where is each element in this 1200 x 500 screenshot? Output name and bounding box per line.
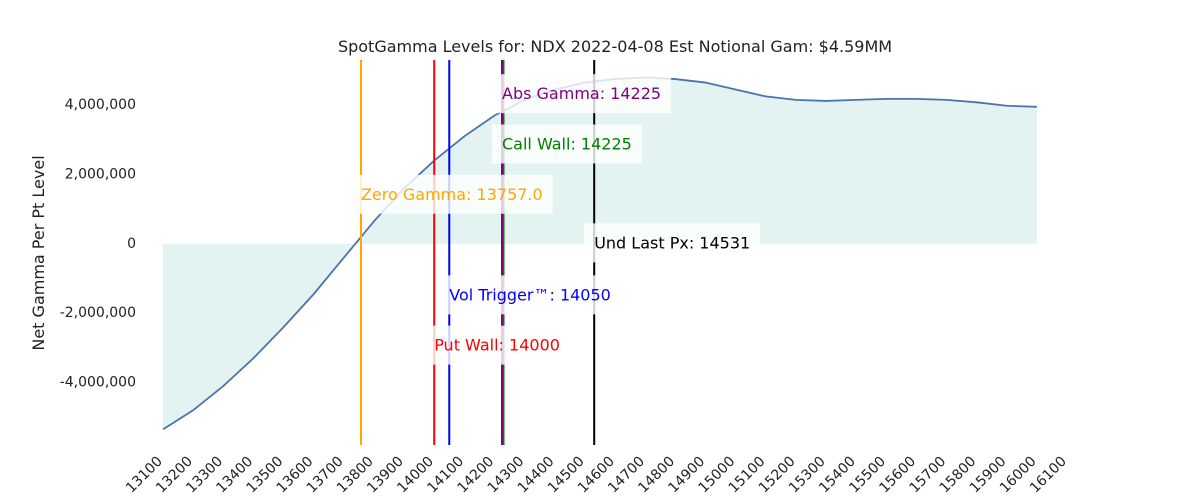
level-label-group: Vol Trigger™: 14050 (439, 275, 621, 315)
level-label-box (584, 223, 761, 263)
x-axis: 1310013200133001340013500136001370013800… (123, 454, 1070, 497)
level-label: Call Wall: 14225 (502, 134, 632, 153)
level-label-group: Call Wall: 14225 (492, 124, 642, 164)
level-labels: Zero Gamma: 13757.0 Put Wall: 14000 Vol Tr… (350, 74, 761, 365)
y-tick-label: -2,000,000 (60, 305, 136, 321)
area-fill (163, 77, 1037, 430)
y-tick-label: 0 (127, 236, 136, 252)
level-label-group: Put Wall: 14000 (424, 325, 570, 365)
level-lines (359, 60, 596, 445)
level-label: Zero Gamma: 13757.0 (361, 185, 543, 204)
level-label-box (350, 174, 553, 214)
y-axis-label: Net Gamma Per Pt Level (29, 155, 48, 350)
level-label: Abs Gamma: 14225 (502, 84, 661, 103)
y-tick-label: 2,000,000 (65, 166, 136, 182)
y-tick-label: -4,000,000 (60, 375, 136, 391)
level-label-group: Und Last Px: 14531 (584, 223, 761, 263)
plot-area: Zero Gamma: 13757.0 Put Wall: 14000 Vol Tr… (60, 60, 1070, 496)
level-label: Vol Trigger™: 14050 (449, 285, 611, 304)
level-label-box (492, 124, 642, 164)
level-label-group: Abs Gamma: 14225 (492, 74, 672, 114)
level-label-group: Zero Gamma: 13757.0 (350, 174, 553, 214)
chart-title: SpotGamma Levels for: NDX 2022-04-08 Est… (338, 37, 892, 56)
y-axis: 4,000,000 2,000,000 0 -2,000,000 -4,000,000 (60, 97, 136, 390)
level-label-box (424, 325, 570, 365)
y-tick-label: 4,000,000 (65, 97, 136, 113)
level-label-box (439, 275, 621, 315)
level-label: Put Wall: 14000 (434, 336, 560, 355)
level-label-box (492, 74, 672, 114)
level-label: Und Last Px: 14531 (594, 233, 750, 252)
